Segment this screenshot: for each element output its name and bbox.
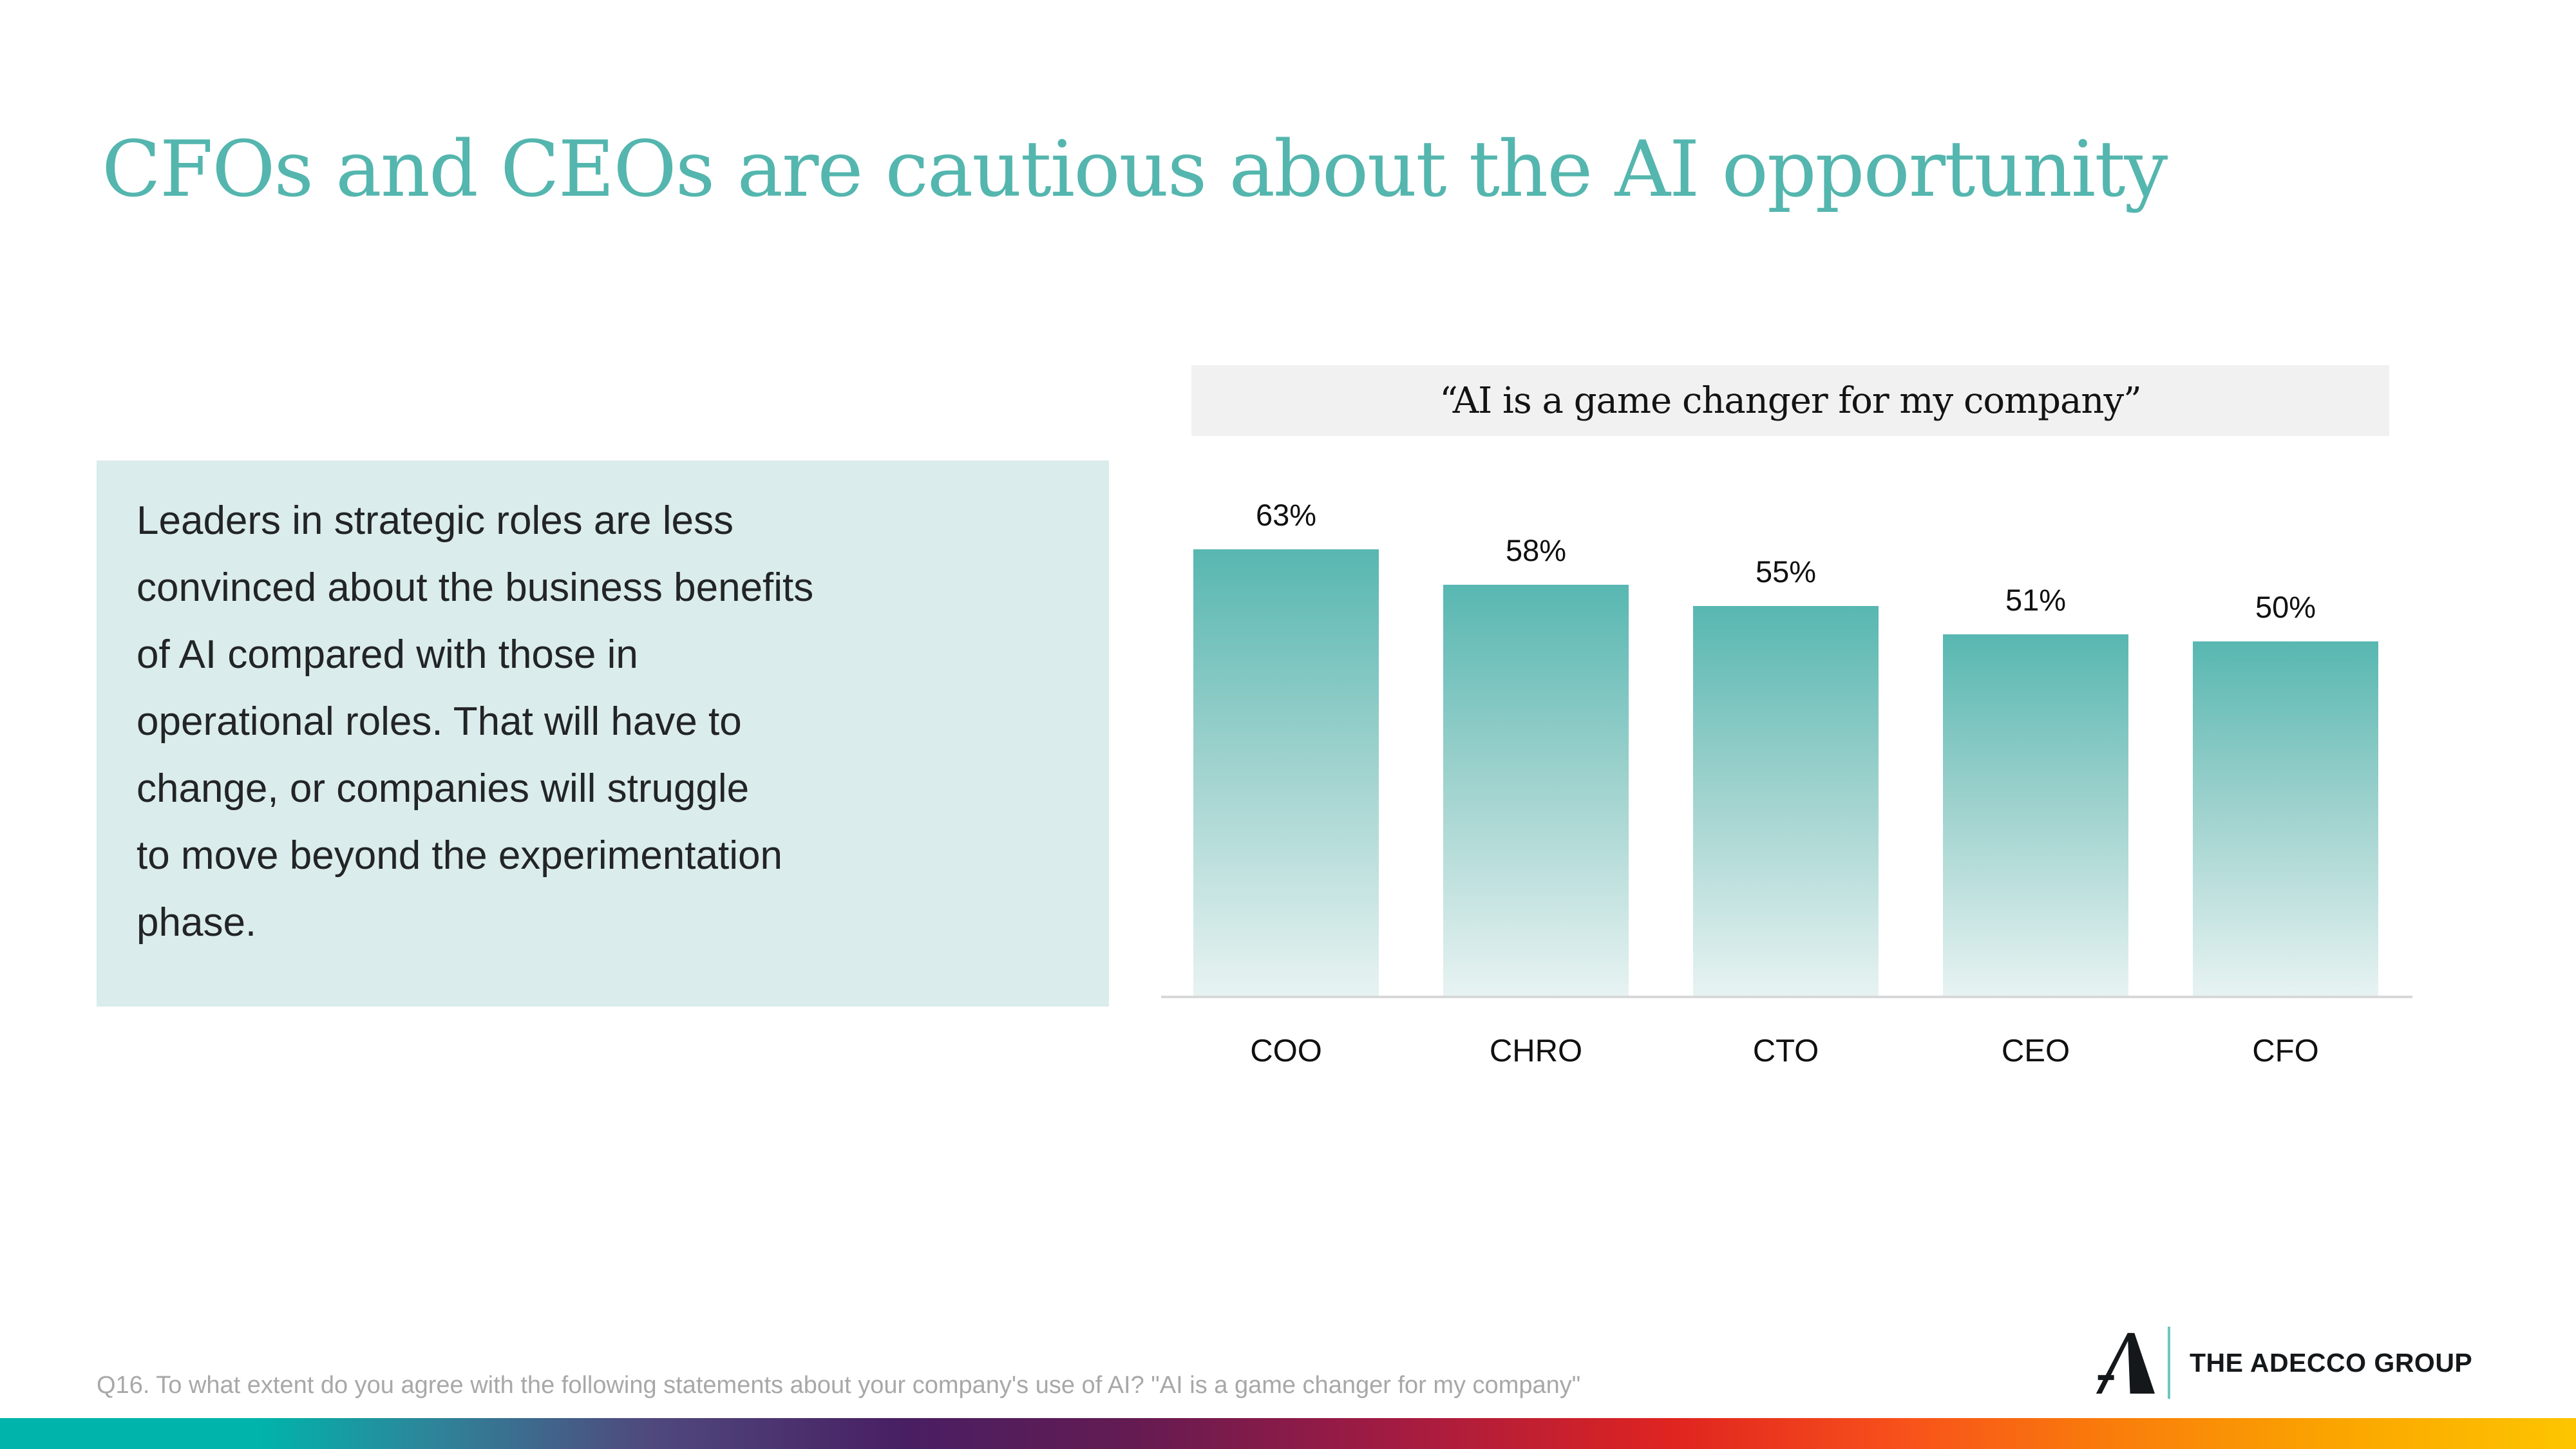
category-label: COO bbox=[1250, 1034, 1322, 1068]
bar bbox=[1443, 585, 1629, 996]
bar-group: 55% bbox=[1693, 554, 1879, 996]
category-row: COO CHRO CTO CEO CFO bbox=[1193, 1033, 2378, 1069]
bar bbox=[1943, 634, 2128, 996]
bar-value-label: 55% bbox=[1755, 554, 1817, 589]
bar-value-label: 58% bbox=[1505, 533, 1567, 567]
callout-text: Leaders in strategic roles are less conv… bbox=[137, 498, 814, 945]
category-label: CEO bbox=[2001, 1034, 2070, 1068]
adecco-logo-icon bbox=[2093, 1331, 2155, 1394]
bar bbox=[1193, 549, 1379, 996]
bottom-gradient-bar bbox=[0, 1418, 2576, 1449]
brand-name: THE ADECCO GROUP bbox=[2190, 1347, 2473, 1378]
brand-lockup: THE ADECCO GROUP bbox=[2093, 1324, 2472, 1401]
chart-quote-banner: “AI is a game changer for my company” bbox=[1191, 365, 2389, 436]
callout-box: Leaders in strategic roles are less conv… bbox=[97, 460, 1109, 1007]
category-label: CFO bbox=[2252, 1034, 2319, 1068]
axis-line bbox=[1161, 996, 2412, 998]
bar bbox=[2193, 641, 2378, 996]
bars-row: 63% 58% 55% 51% 50% bbox=[1193, 497, 2378, 996]
bar-value-label: 50% bbox=[2255, 590, 2316, 624]
bar-group: 58% bbox=[1443, 533, 1629, 996]
chart-quote-text: “AI is a game changer for my company” bbox=[1439, 379, 2141, 422]
slide-title: CFOs and CEOs are cautious about the AI … bbox=[102, 125, 2168, 215]
footnote: Q16. To what extent do you agree with th… bbox=[97, 1372, 1581, 1399]
bar-group: 50% bbox=[2193, 589, 2378, 996]
bar-group: 63% bbox=[1193, 497, 1379, 996]
bar-value-label: 63% bbox=[1255, 498, 1317, 532]
bar bbox=[1693, 606, 1879, 996]
logo-divider bbox=[2168, 1327, 2170, 1399]
category-label: CTO bbox=[1752, 1034, 1819, 1068]
bar-value-label: 51% bbox=[2005, 583, 2067, 617]
category-label: CHRO bbox=[1489, 1034, 1583, 1068]
bar-group: 51% bbox=[1943, 582, 2128, 996]
